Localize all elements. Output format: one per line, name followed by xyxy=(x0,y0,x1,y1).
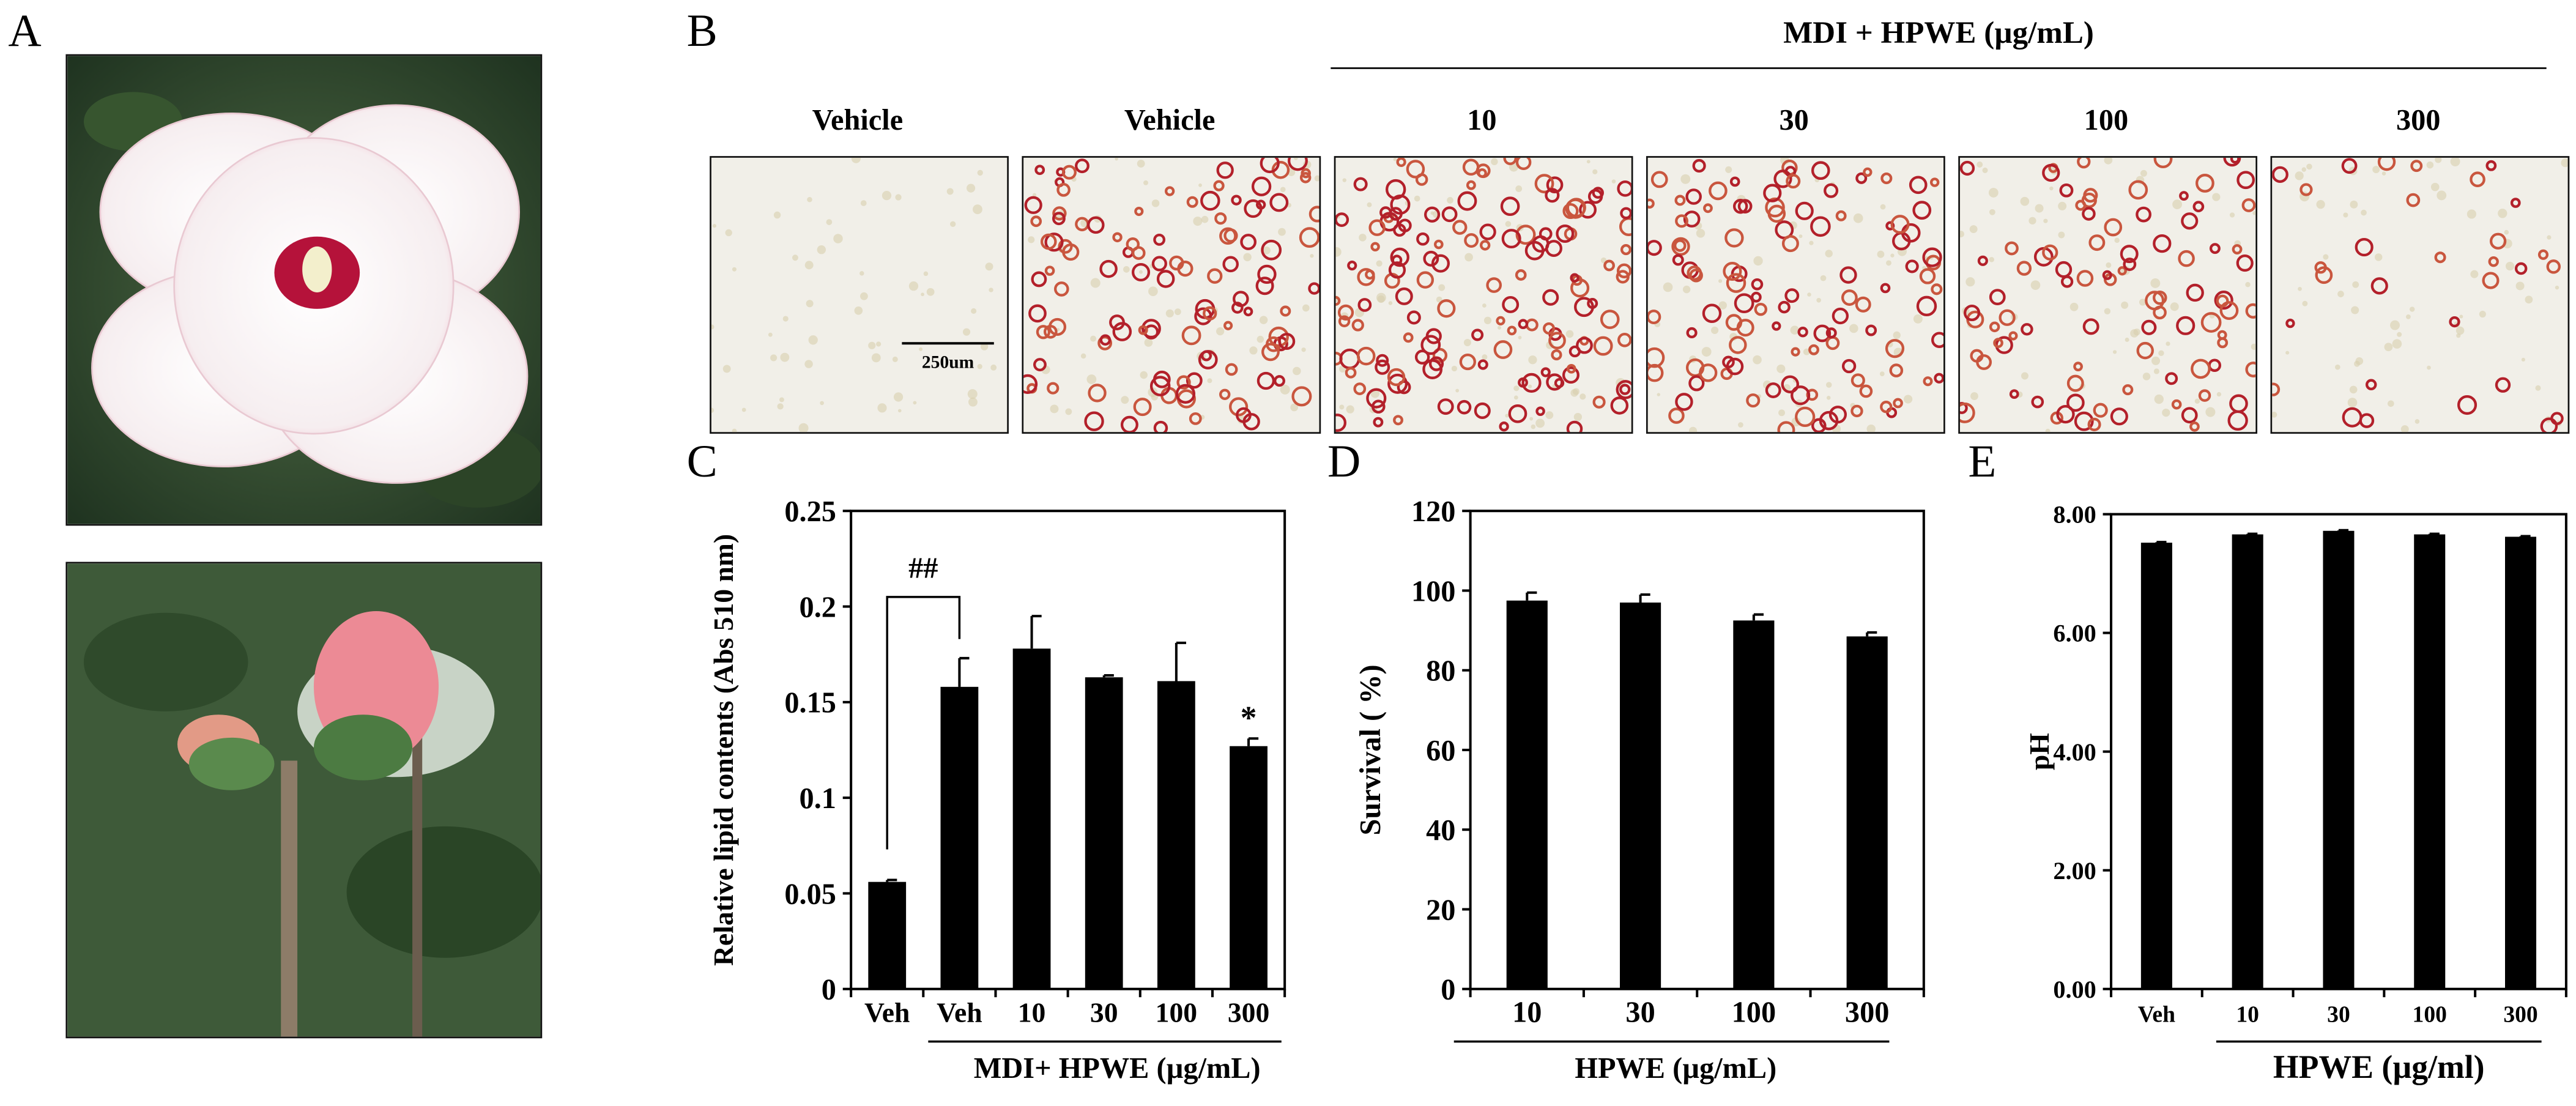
oil-red-o-micrograph xyxy=(1646,156,1945,434)
chart-c: 0 0.05 0.1 0.15 0.2 0.25 Relative lipid conten… xyxy=(708,495,1286,1085)
x-tick-label: 30 xyxy=(1625,996,1655,1028)
hibiscus-bud-photo xyxy=(65,562,543,1039)
y-tick-label: 0.2 xyxy=(800,591,836,623)
y-tick-label: 40 xyxy=(1426,814,1455,847)
x-tick-label: 300 xyxy=(1845,996,1890,1028)
bar-30 xyxy=(1085,677,1123,989)
bar-300 xyxy=(1230,746,1268,989)
y-tick-label: 0.1 xyxy=(800,782,836,815)
x-tick-label: 10 xyxy=(2236,1002,2259,1027)
y-axis-label: Survival ( %) xyxy=(1354,664,1387,835)
y-axis-label: pH xyxy=(2024,733,2055,770)
x-tick-label: 100 xyxy=(1732,996,1776,1028)
y-tick-label: 0.15 xyxy=(784,687,836,719)
panel-b-letter: B xyxy=(686,6,718,58)
micrograph-label: 300 xyxy=(2396,103,2441,136)
bar-100 xyxy=(1733,620,1775,989)
bar-30 xyxy=(1620,603,1661,989)
y-tick-label: 80 xyxy=(1426,655,1455,688)
bar-Veh xyxy=(868,881,907,989)
panel-e-letter: E xyxy=(1968,437,1997,488)
bar-Veh xyxy=(2140,543,2172,989)
oil-red-o-micrograph xyxy=(1958,156,2258,434)
significance-hash: ## xyxy=(908,552,938,585)
oil-red-o-micrograph xyxy=(1334,156,1633,434)
y-tick-label: 100 xyxy=(1411,575,1456,607)
x-tick-label: 300 xyxy=(2503,1002,2537,1027)
y-tick-label: 0 xyxy=(822,974,836,1006)
x-tick-label: 10 xyxy=(1512,996,1542,1028)
oil-red-o-micrograph xyxy=(2270,156,2570,434)
y-tick-label: 120 xyxy=(1411,495,1456,528)
x-tick-label: Veh xyxy=(2138,1002,2175,1027)
y-tick-label: 0.25 xyxy=(784,495,836,528)
y-tick-label: 20 xyxy=(1426,894,1455,926)
micrograph-label: 100 xyxy=(2084,103,2129,136)
bar-10 xyxy=(1506,600,1548,989)
panel-c-letter: C xyxy=(686,437,718,488)
x-axis-label: MDI+ HPWE (µg/mL) xyxy=(974,1052,1261,1085)
scale-bar-label: 250um xyxy=(922,353,974,373)
y-axis-label: Relative lipid contents (Abs 510 nm) xyxy=(708,534,739,966)
oil-red-o-micrograph: 250um xyxy=(710,156,1009,434)
bar-10 xyxy=(2232,534,2263,989)
x-axis-label: HPWE (µg/mL) xyxy=(1575,1052,1776,1085)
micrograph-label: Vehicle xyxy=(1124,103,1216,136)
y-tick-label: 2.00 xyxy=(2053,857,2096,885)
significance-bracket xyxy=(886,596,961,850)
y-tick-label: 6.00 xyxy=(2053,620,2096,647)
chart-e: 0.00 2.00 4.00 6.00 8.00 pH Veh 10 30 100 300 HPWE … xyxy=(2024,501,2567,1085)
x-tick-label: 100 xyxy=(2413,1002,2447,1027)
bar-300 xyxy=(1846,636,1888,989)
bar-30 xyxy=(2323,530,2355,989)
y-tick-label: 60 xyxy=(1426,735,1455,767)
bar-300 xyxy=(2505,536,2537,989)
y-tick-label: 4.00 xyxy=(2053,738,2096,766)
x-tick-label: 30 xyxy=(1090,997,1118,1028)
x-tick-label: Veh xyxy=(864,997,910,1028)
y-tick-label: 0.05 xyxy=(784,878,836,910)
x-tick-label: 10 xyxy=(1018,997,1046,1028)
x-tick-label: 100 xyxy=(1156,997,1197,1028)
x-tick-label: 300 xyxy=(1228,997,1269,1028)
micrograph-label: 10 xyxy=(1467,103,1497,136)
y-tick-label: 8.00 xyxy=(2053,501,2096,529)
panel-d-letter: D xyxy=(1327,437,1361,488)
group-underline xyxy=(1331,67,2547,69)
x-tick-label: Veh xyxy=(937,997,982,1028)
panel-a-letter: A xyxy=(8,6,42,58)
bar-Veh xyxy=(940,686,979,989)
x-tick-label: 30 xyxy=(2327,1002,2350,1027)
bar-10 xyxy=(1012,648,1051,989)
x-axis-label: HPWE (µg/ml) xyxy=(2273,1048,2485,1085)
chart-d: 0 20 40 60 80 100 120 Survival ( %) 10 30 100 300 HP… xyxy=(1354,495,1925,1085)
oil-red-o-micrograph xyxy=(1022,156,1321,434)
treatment-group-label: MDI + HPWE (µg/mL) xyxy=(1783,16,2094,51)
micrograph-label: 30 xyxy=(1779,103,1809,136)
significance-star: * xyxy=(1241,700,1257,737)
bar-100 xyxy=(1157,681,1195,989)
bar-100 xyxy=(2414,534,2446,989)
y-tick-label: 0.00 xyxy=(2053,976,2096,1003)
hibiscus-flower-photo xyxy=(65,54,543,526)
y-tick-label: 0 xyxy=(1441,974,1455,1006)
micrograph-label: Vehicle xyxy=(812,103,904,136)
